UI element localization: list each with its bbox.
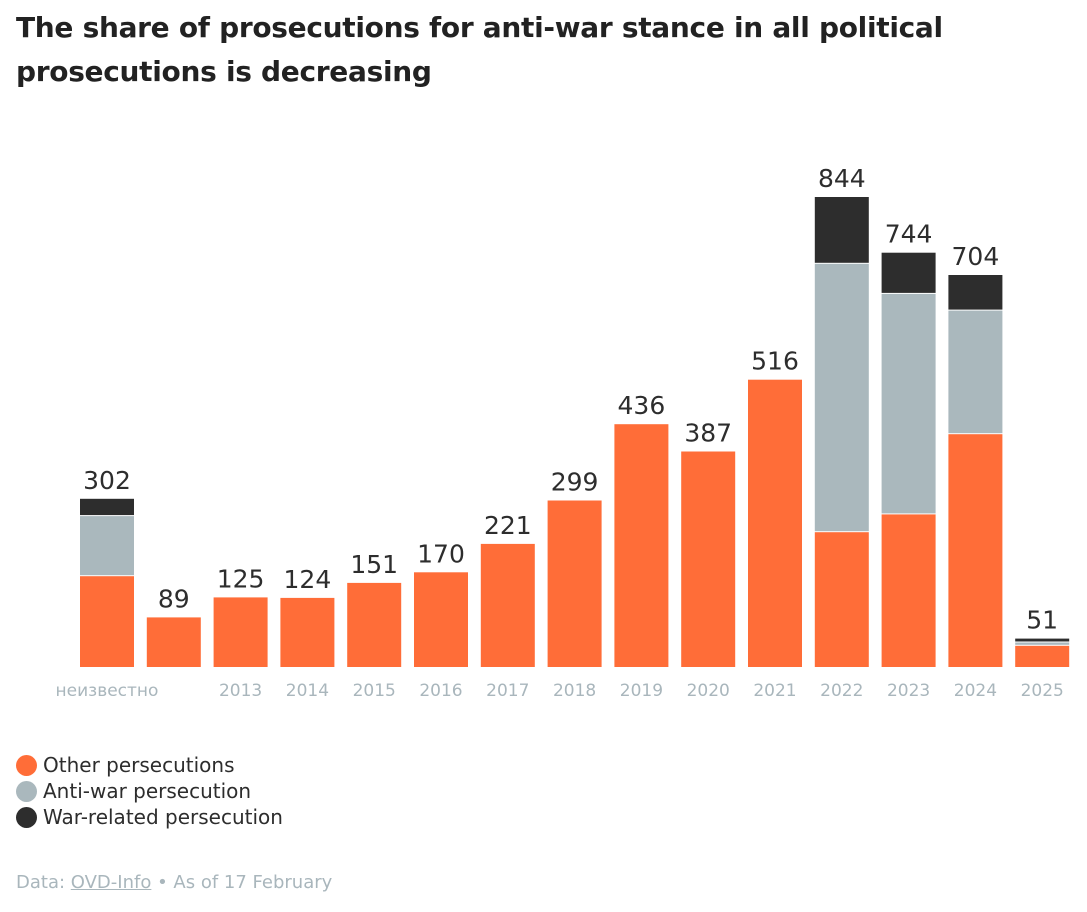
- x-tick-label-10: 2021: [753, 681, 796, 701]
- legend-label-other: Other persecutions: [43, 753, 235, 777]
- bar-segment-anti-war-persecution-14: [1015, 642, 1070, 645]
- bar-total-label-10: 516: [751, 347, 799, 376]
- chart-title: The share of prosecutions for anti-war s…: [16, 11, 943, 88]
- bar-segment-other-persecutions-8: [614, 424, 669, 667]
- x-tick-label-9: 2020: [687, 681, 730, 701]
- bar-segment-other-persecutions-9: [681, 451, 736, 667]
- legend-dot-other-icon: [16, 754, 37, 776]
- x-tick-label-7: 2018: [553, 681, 596, 701]
- legend-item-war-related-persecution: War-related persecution: [16, 804, 283, 830]
- x-tick-label-14: 2025: [1021, 681, 1064, 701]
- bar-segment-other-persecutions-1: [146, 617, 201, 667]
- x-tick-label-12: 2023: [887, 681, 930, 701]
- bar-segment-other-persecutions-11: [814, 532, 869, 667]
- bar-total-label-7: 299: [551, 468, 599, 497]
- bar-total-label-13: 704: [952, 242, 1000, 271]
- bar-total-label-0: 302: [83, 466, 131, 495]
- bar-segment-other-persecutions-5: [414, 572, 468, 667]
- bar-segment-other-persecutions-6: [480, 543, 535, 667]
- bar-total-label-8: 436: [618, 391, 666, 420]
- legend-label-anti-war: Anti-war persecution: [43, 779, 252, 803]
- legend-dot-war-related-icon: [16, 806, 37, 828]
- x-tick-label-0: неизвестно: [56, 681, 159, 701]
- source-prefix: Data:: [16, 872, 71, 893]
- bar-total-label-6: 221: [484, 511, 532, 540]
- source-link[interactable]: OVD-Info: [70, 872, 152, 893]
- bar-segment-anti-war-persecution-13: [948, 310, 1003, 434]
- bar-segment-other-persecutions-4: [347, 582, 402, 667]
- legend-item-other-persecutions: Other persecutions: [16, 752, 283, 778]
- data-source-note: Data: OVD-Info • As of 17 February: [16, 872, 332, 893]
- x-tick-label-11: 2022: [820, 681, 863, 701]
- x-tick-label-5: 2016: [419, 681, 462, 701]
- x-tick-label-3: 2014: [286, 681, 329, 701]
- bar-segment-other-persecutions-0: [80, 576, 134, 667]
- bar-segment-war-related-persecution-14: [1015, 638, 1070, 642]
- bar-segment-war-related-persecution-12: [881, 252, 936, 293]
- x-tick-label-13: 2024: [954, 681, 997, 701]
- x-tick-label-6: 2017: [486, 681, 529, 701]
- legend-dot-anti-war-icon: [16, 780, 37, 802]
- bar-total-label-2: 125: [217, 564, 265, 593]
- bar-segment-war-related-persecution-0: [80, 498, 134, 516]
- bar-total-label-11: 844: [818, 164, 866, 193]
- bar-total-label-12: 744: [885, 220, 933, 249]
- bar-total-label-3: 124: [284, 565, 332, 594]
- source-suffix: • As of 17 February: [151, 872, 333, 893]
- bar-segment-other-persecutions-14: [1015, 645, 1070, 667]
- bar-segment-other-persecutions-10: [748, 379, 802, 667]
- bar-segment-war-related-persecution-13: [948, 275, 1003, 310]
- bar-segment-anti-war-persecution-11: [814, 263, 869, 532]
- legend-label-war-related: War-related persecution: [43, 805, 283, 829]
- bar-segment-war-related-persecution-11: [814, 197, 869, 263]
- bar-segment-other-persecutions-2: [213, 597, 268, 667]
- chart-legend: Other persecutions Anti-war persecution …: [16, 752, 283, 830]
- bar-segment-other-persecutions-3: [280, 597, 335, 667]
- bar-segment-other-persecutions-13: [948, 434, 1003, 667]
- bar-segment-anti-war-persecution-0: [80, 516, 134, 576]
- bar-total-label-14: 51: [1026, 606, 1058, 635]
- x-tick-label-4: 2015: [353, 681, 396, 701]
- x-tick-label-2: 2013: [219, 681, 262, 701]
- bar-total-label-1: 89: [158, 584, 190, 613]
- bar-segment-anti-war-persecution-12: [881, 293, 936, 514]
- bar-segment-other-persecutions-7: [547, 500, 602, 667]
- bar-total-label-5: 170: [417, 539, 465, 568]
- x-tick-label-8: 2019: [620, 681, 663, 701]
- legend-item-anti-war-persecution: Anti-war persecution: [16, 778, 283, 804]
- bar-total-label-9: 387: [684, 419, 732, 448]
- bar-segment-other-persecutions-12: [881, 514, 936, 667]
- bar-total-label-4: 151: [350, 550, 398, 579]
